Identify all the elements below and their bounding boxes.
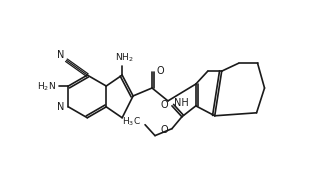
Text: H$_3$C: H$_3$C bbox=[122, 115, 140, 128]
Text: H$_2$N: H$_2$N bbox=[37, 81, 56, 93]
Text: N: N bbox=[57, 102, 64, 112]
Text: O: O bbox=[160, 125, 168, 135]
Text: O: O bbox=[156, 66, 164, 76]
Text: N: N bbox=[57, 50, 64, 60]
Text: O: O bbox=[160, 100, 168, 110]
Text: NH$_2$: NH$_2$ bbox=[115, 52, 134, 64]
Text: NH: NH bbox=[174, 98, 189, 108]
